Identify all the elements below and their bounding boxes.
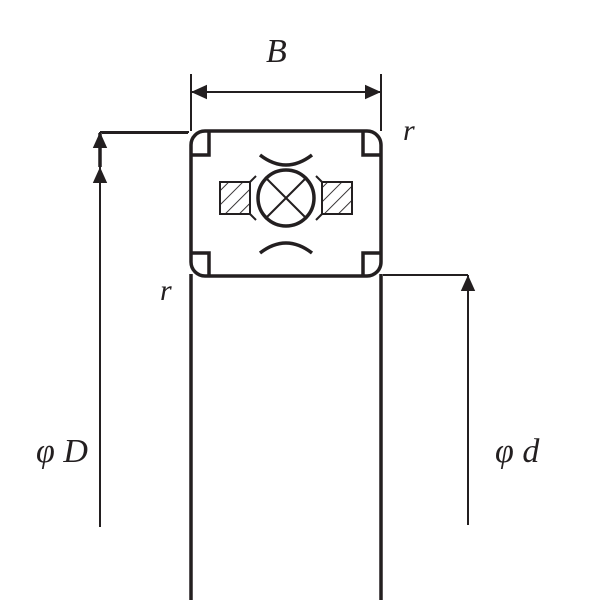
label-B: B (266, 33, 287, 70)
label-r-bottom: r (160, 274, 172, 307)
label-phi-D: φ D (36, 433, 88, 470)
label-r-top: r (403, 114, 415, 147)
bearing-cross-section-diagram: Br r φ D φ d (0, 0, 600, 600)
label-phi-d: φ d (495, 433, 540, 470)
